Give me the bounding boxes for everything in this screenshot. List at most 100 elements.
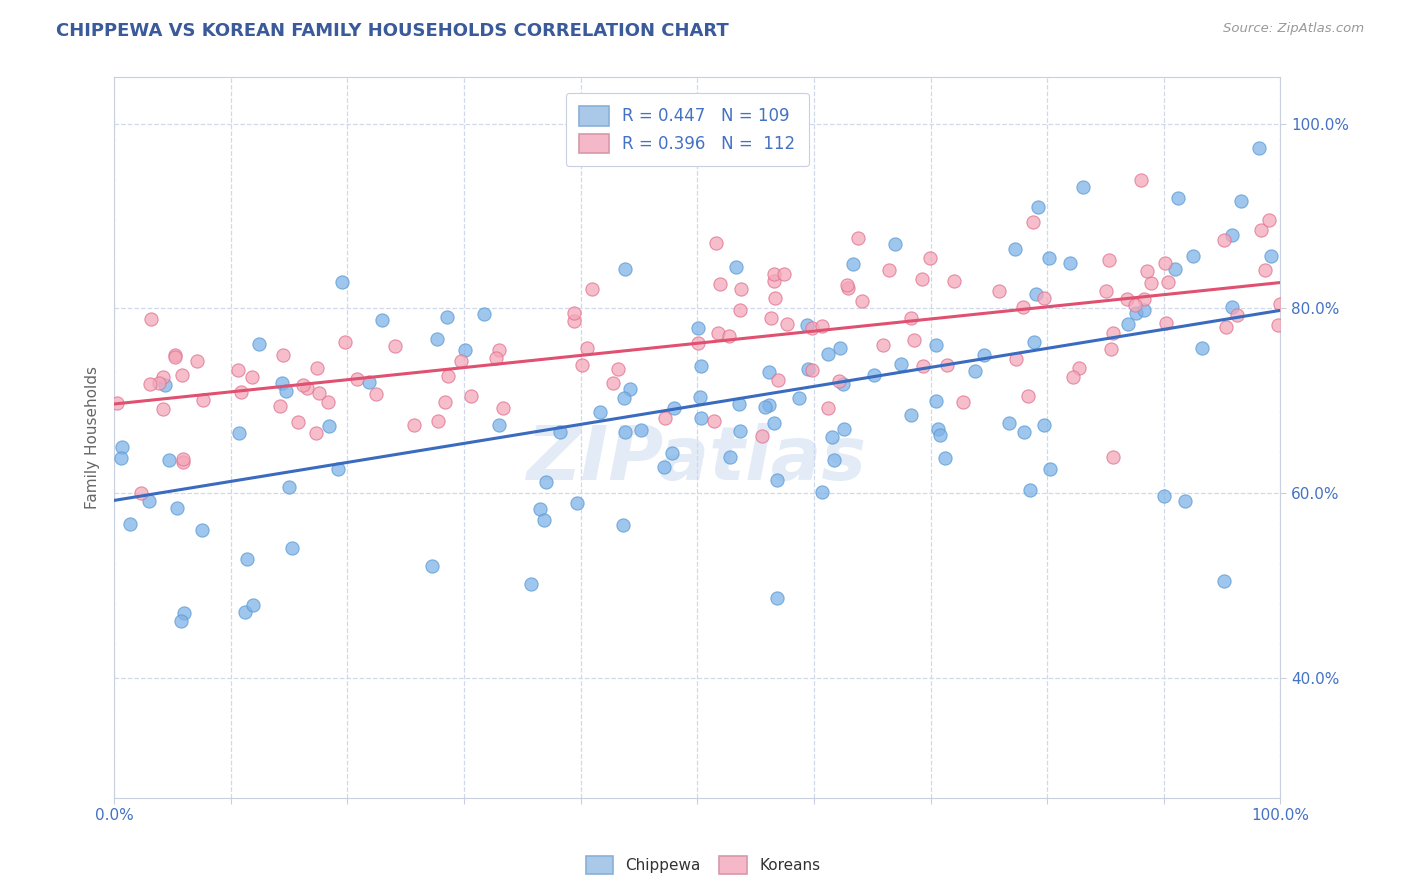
Point [988, 284, 1011, 298]
Text: Source: ZipAtlas.com: Source: ZipAtlas.com [1223, 22, 1364, 36]
Point [191, 523, 214, 537]
Point [291, 377, 314, 392]
Point [688, 335, 710, 350]
Point [1004, 242, 1026, 256]
Point [925, 394, 948, 409]
Point [800, 363, 823, 377]
Point [766, 591, 789, 605]
Point [709, 277, 731, 291]
Point [1116, 293, 1139, 307]
Point [606, 362, 628, 376]
Point [1123, 298, 1146, 312]
Point [152, 370, 174, 384]
Point [912, 359, 935, 374]
Point [730, 282, 752, 296]
Point [872, 338, 894, 352]
Point [817, 347, 839, 361]
Point [817, 401, 839, 416]
Point [883, 236, 905, 251]
Point [654, 411, 676, 425]
Point [998, 416, 1021, 430]
Point [910, 271, 932, 285]
Point [823, 453, 845, 467]
Point [1220, 300, 1243, 314]
Point [364, 387, 387, 401]
Point [1102, 326, 1125, 340]
Point [305, 425, 328, 440]
Point [763, 291, 786, 305]
Point [172, 454, 194, 468]
Point [811, 485, 834, 500]
Point [420, 559, 443, 574]
Point [1094, 284, 1116, 298]
Point [1136, 264, 1159, 278]
Point [529, 501, 551, 516]
Text: CHIPPEWA VS KOREAN FAMILY HOUSEHOLDS CORRELATION CHART: CHIPPEWA VS KOREAN FAMILY HOUSEHOLDS COR… [56, 22, 728, 40]
Point [308, 386, 330, 401]
Point [664, 401, 686, 415]
Text: ZIPatlas: ZIPatlas [527, 423, 868, 496]
Point [1097, 252, 1119, 267]
Point [488, 343, 510, 358]
Point [1129, 173, 1152, 187]
Point [762, 268, 785, 282]
Point [228, 425, 250, 440]
Point [139, 376, 162, 391]
Point [1212, 574, 1234, 588]
Point [433, 395, 456, 409]
Point [728, 303, 751, 318]
Point [571, 358, 593, 372]
Point [426, 332, 449, 346]
Point [1167, 191, 1189, 205]
Point [1069, 361, 1091, 376]
Point [842, 256, 865, 270]
Point [229, 385, 252, 400]
Point [236, 552, 259, 566]
Point [652, 459, 675, 474]
Point [1154, 317, 1177, 331]
Point [1258, 212, 1281, 227]
Point [589, 405, 612, 419]
Point [707, 326, 730, 341]
Point [1181, 249, 1204, 263]
Point [485, 351, 508, 366]
Point [837, 281, 859, 295]
Point [1099, 342, 1122, 356]
Point [120, 517, 142, 532]
Point [233, 605, 256, 619]
Point [835, 277, 858, 292]
Point [492, 401, 515, 415]
Point [581, 282, 603, 296]
Point [326, 462, 349, 476]
Point [773, 267, 796, 281]
Point [879, 263, 901, 277]
Point [1249, 141, 1271, 155]
Point [704, 236, 727, 251]
Point [436, 368, 458, 383]
Legend: Chippewa, Koreans: Chippewa, Koreans [579, 850, 827, 880]
Point [718, 450, 741, 464]
Point [163, 350, 186, 364]
Legend: R = 0.447   N = 109, R = 0.396   N =  112: R = 0.447 N = 109, R = 0.396 N = 112 [565, 93, 808, 167]
Point [903, 333, 925, 347]
Point [1025, 287, 1047, 301]
Point [460, 389, 482, 403]
Point [730, 424, 752, 438]
Point [1220, 228, 1243, 243]
Point [281, 541, 304, 555]
Point [148, 376, 170, 391]
Point [567, 496, 589, 510]
Point [359, 376, 381, 390]
Point [900, 408, 922, 422]
Point [828, 374, 851, 388]
Point [138, 494, 160, 508]
Point [935, 358, 957, 372]
Point [307, 361, 329, 376]
Point [612, 518, 634, 533]
Point [776, 317, 799, 331]
Point [821, 430, 844, 444]
Point [534, 475, 557, 490]
Point [630, 423, 652, 437]
Point [564, 313, 586, 327]
Point [533, 513, 555, 527]
